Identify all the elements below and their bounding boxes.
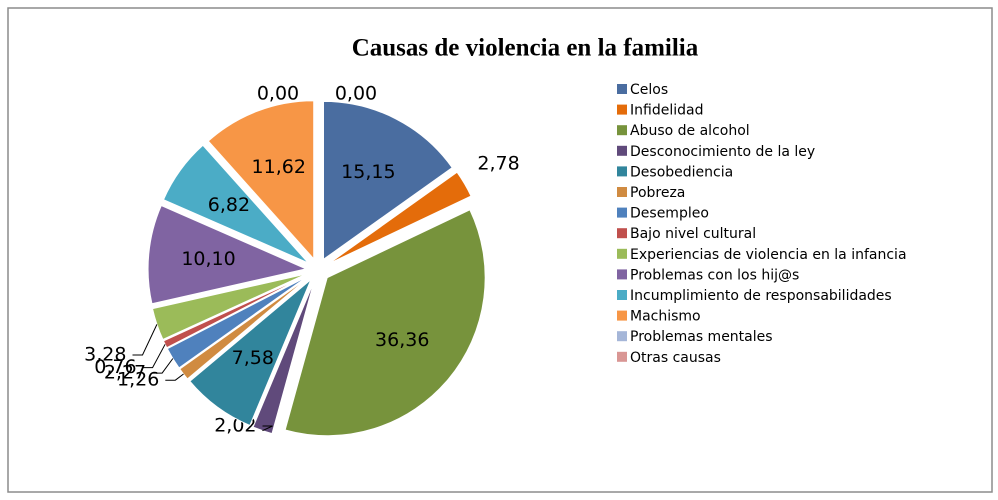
pie-slice	[189, 279, 312, 427]
pie-slice	[179, 276, 309, 380]
legend-label: Incumplimiento de responsabilidades	[630, 288, 892, 304]
legend-swatch	[617, 351, 627, 362]
legend-label: Problemas con los hij@s	[630, 267, 799, 283]
legend-swatch	[617, 145, 627, 156]
data-label: 6,82	[208, 194, 250, 216]
data-label: 10,10	[181, 248, 235, 270]
legend-swatch	[617, 84, 627, 94]
legend-swatch	[617, 269, 627, 280]
pie-slice	[151, 273, 307, 341]
data-label: 2,78	[477, 152, 519, 174]
legend-swatch	[617, 104, 627, 115]
legend-label: Otras causas	[630, 350, 721, 366]
data-label: 15,15	[341, 161, 395, 183]
legend-swatch	[617, 125, 627, 136]
legend-label: Desempleo	[630, 206, 709, 222]
chart-title: Causas de violencia en la familia	[352, 35, 699, 62]
legend-label: Infidelidad	[630, 103, 703, 119]
leader-line	[262, 425, 273, 432]
pie-slice	[322, 100, 453, 261]
pie-slice	[284, 209, 486, 437]
legend-label: Bajo nivel cultural	[630, 226, 756, 242]
legend-swatch	[617, 207, 627, 218]
data-label: 1,26	[117, 369, 159, 391]
leader-line	[165, 373, 184, 381]
pie-slice	[252, 281, 315, 435]
pie-slice	[162, 144, 309, 264]
legend-swatch	[617, 248, 627, 259]
data-label: 7,58	[232, 347, 274, 369]
legend-label: Pobreza	[630, 185, 685, 201]
data-label: 2,27	[104, 362, 146, 384]
pie-slice	[207, 100, 315, 261]
legend-swatch	[617, 228, 627, 239]
legend-label: Abuso de alcohol	[630, 123, 750, 139]
data-label: 36,36	[375, 329, 429, 351]
leader-line	[152, 358, 174, 374]
pie-slice	[147, 204, 308, 305]
legend-label: Desconocimiento de la ley	[630, 144, 815, 160]
legend-swatch	[617, 331, 627, 342]
data-label: 0,00	[335, 83, 377, 105]
legend-label: Problemas mentales	[630, 329, 773, 345]
data-label: 11,62	[252, 156, 306, 178]
legend-swatch	[617, 310, 627, 321]
legend-label: Celos	[630, 82, 668, 98]
legend-swatch	[617, 166, 627, 177]
legend-label: Experiencias de violencia en la infancia	[630, 247, 907, 263]
legend-label: Desobediencia	[630, 164, 733, 180]
data-label: 0,76	[94, 356, 136, 378]
legend-label: Machismo	[630, 309, 701, 325]
leader-line	[132, 324, 158, 356]
pie-slice	[328, 171, 472, 265]
data-label: 0,00	[257, 83, 299, 105]
data-label: 3,28	[84, 343, 126, 365]
leader-line	[142, 344, 166, 369]
legend-swatch	[617, 290, 627, 300]
legend-swatch	[617, 187, 627, 197]
